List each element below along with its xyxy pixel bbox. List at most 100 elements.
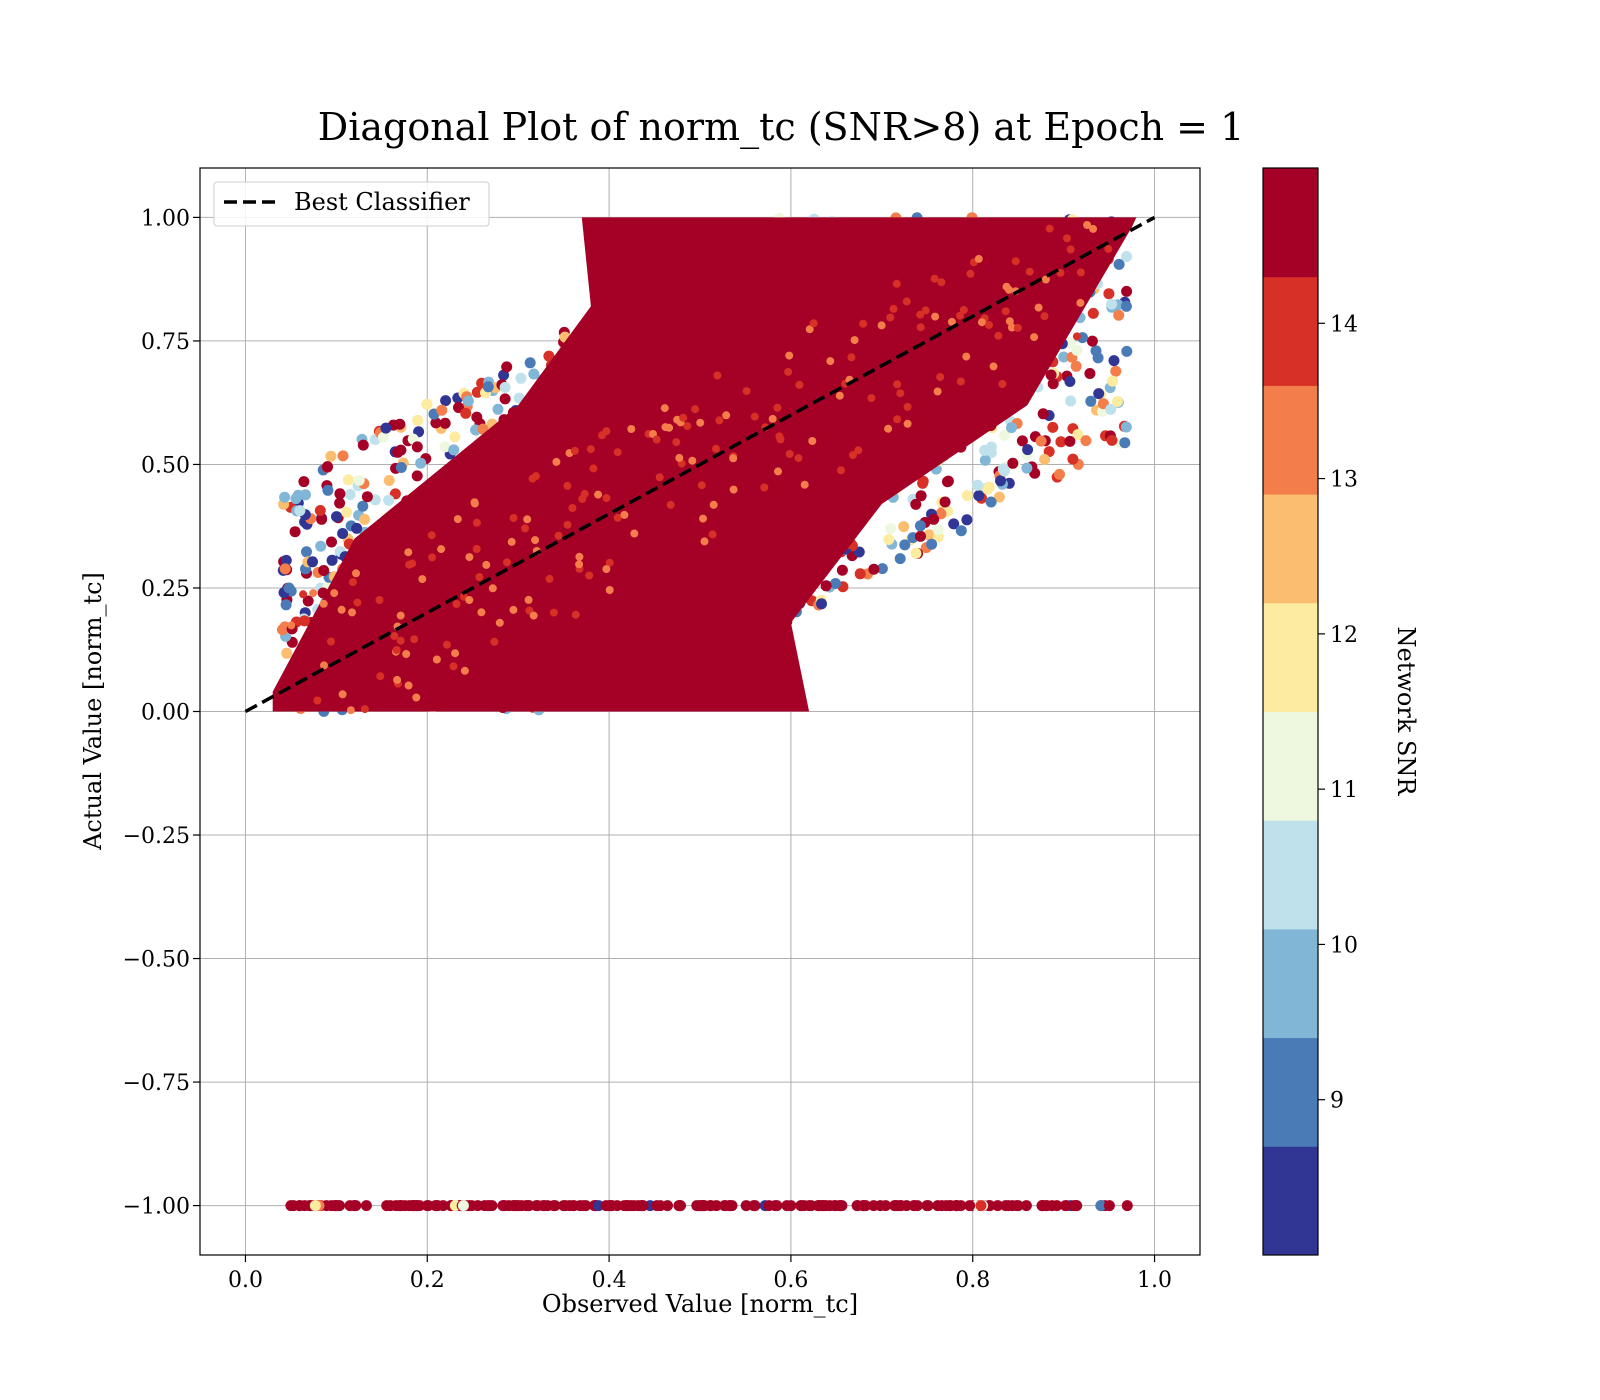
scatter-point-dense bbox=[412, 414, 424, 426]
scatter-point-dense bbox=[465, 553, 474, 562]
scatter-point-dense bbox=[1067, 453, 1079, 465]
scatter-point-dense bbox=[350, 1200, 362, 1212]
scatter-point-dense bbox=[563, 520, 572, 529]
scatter-point-dense bbox=[411, 470, 423, 482]
reference-line-layer bbox=[244, 215, 1156, 714]
scatter-point-dense bbox=[313, 696, 322, 705]
scatter-point-dense bbox=[1007, 457, 1019, 469]
scatter-point-dense bbox=[532, 1200, 544, 1212]
scatter-point-dense bbox=[390, 632, 399, 640]
scatter-point-dense bbox=[794, 454, 803, 463]
colorbar-ticks: 9 10 11 12 13 14 bbox=[1318, 312, 1358, 1114]
scatter-point-dense bbox=[1089, 224, 1098, 233]
scatter-point-dense bbox=[903, 419, 912, 428]
scatter-point-dense bbox=[1054, 468, 1065, 480]
scatter-point-dense bbox=[712, 444, 720, 453]
scatter-point-dense bbox=[857, 1200, 869, 1212]
x-tick-label: 0.2 bbox=[410, 1268, 445, 1293]
scatter-point-dense bbox=[575, 560, 584, 569]
scatter-point-dense bbox=[521, 524, 529, 533]
scatter-point-dense bbox=[531, 536, 540, 545]
scatter-point-dense bbox=[348, 608, 356, 617]
scatter-point-dense bbox=[899, 539, 911, 551]
scatter-point-dense bbox=[294, 1200, 306, 1212]
scatter-point-dense bbox=[319, 599, 328, 608]
scatter-point-dense bbox=[563, 481, 572, 490]
scatter-point-dense bbox=[528, 368, 540, 380]
y-tick-label: 0.50 bbox=[141, 453, 190, 478]
colorbar-tick-label: 13 bbox=[1330, 468, 1358, 493]
scatter-point-dense bbox=[880, 1200, 892, 1212]
x-tick-label: 1.0 bbox=[1137, 1268, 1172, 1293]
scatter-point-dense bbox=[784, 367, 793, 376]
scatter-point-dense bbox=[342, 474, 354, 486]
scatter-point-dense bbox=[885, 523, 897, 535]
scatter-point-dense bbox=[1072, 429, 1084, 441]
scatter-point-dense bbox=[437, 545, 446, 554]
scatter-point-dense bbox=[621, 1200, 633, 1212]
scatter-point-dense bbox=[902, 297, 911, 306]
scatter-point-dense bbox=[281, 647, 293, 659]
scatter-point-dense bbox=[893, 380, 902, 389]
scatter-point-dense bbox=[1035, 435, 1047, 447]
scatter-point-dense bbox=[998, 380, 1007, 388]
scatter-point-dense bbox=[854, 446, 863, 455]
scatter-point-dense bbox=[1047, 378, 1059, 390]
scatter-point-dense bbox=[470, 499, 479, 508]
scatter-point-dense bbox=[570, 446, 579, 455]
scatter-point-dense bbox=[309, 589, 318, 598]
scatter-point-dense bbox=[439, 441, 451, 453]
scatter-point-dense bbox=[1076, 298, 1085, 307]
scatter-point-dense bbox=[509, 514, 518, 522]
scatter-point-dense bbox=[602, 494, 611, 502]
scatter-point-dense bbox=[497, 1200, 509, 1212]
scatter-point-dense bbox=[964, 1200, 976, 1212]
scatter-point-dense bbox=[528, 474, 537, 483]
scatter-point-dense bbox=[936, 373, 945, 381]
scatter-point-dense bbox=[850, 336, 859, 345]
scatter-point-dense bbox=[602, 427, 611, 436]
scatter-point-dense bbox=[280, 554, 292, 566]
scatter-point-dense bbox=[1029, 467, 1041, 479]
scatter-point-dense bbox=[979, 444, 991, 456]
scatter-point-dense bbox=[771, 1200, 783, 1212]
scatter-point-dense bbox=[334, 497, 346, 509]
scatter-point-dense bbox=[835, 391, 844, 400]
scatter-point-dense bbox=[1121, 251, 1133, 262]
scatter-point-dense bbox=[307, 556, 318, 568]
scatter-point-dense bbox=[910, 547, 922, 559]
scatter-point-dense bbox=[1030, 333, 1039, 342]
scatter-point-dense bbox=[465, 596, 474, 604]
dense-point-band bbox=[272, 217, 1137, 712]
scatter-point-dense bbox=[1071, 344, 1083, 356]
scatter-point-dense bbox=[380, 422, 392, 434]
scatter-point-dense bbox=[449, 662, 458, 671]
scatter-point-dense bbox=[1034, 303, 1043, 312]
scatter-point-dense bbox=[979, 454, 991, 466]
scatter-point-dense bbox=[1055, 436, 1067, 448]
scatter-point-dense bbox=[1083, 221, 1092, 229]
y-tick-label: 0.75 bbox=[141, 330, 190, 355]
scatter-point-dense bbox=[384, 1200, 396, 1212]
scatter-point-dense bbox=[1085, 395, 1097, 407]
scatter-point-dense bbox=[427, 531, 436, 540]
scatter-point-dense bbox=[495, 618, 504, 627]
scatter-point-dense bbox=[383, 494, 395, 506]
scatter-point-dense bbox=[472, 545, 481, 553]
scatter-point-dense bbox=[665, 423, 674, 432]
scatter-point-dense bbox=[1068, 1200, 1080, 1212]
scatter-point-dense bbox=[914, 520, 926, 532]
scatter-point-dense bbox=[337, 528, 349, 539]
scatter-point-dense bbox=[524, 595, 533, 604]
scatter-point-dense bbox=[709, 500, 718, 509]
scatter-point-dense bbox=[620, 510, 629, 519]
scatter-point-dense bbox=[326, 554, 338, 566]
scatter-point-dense bbox=[974, 254, 983, 263]
scatter-point-dense bbox=[552, 457, 561, 466]
scatter-point-dense bbox=[574, 1200, 586, 1212]
scatter-point-dense bbox=[995, 475, 1006, 487]
scatter-point-dense bbox=[360, 705, 369, 714]
scatter-point-dense bbox=[472, 1200, 484, 1212]
legend-label-best-classifier: Best Classifier bbox=[294, 188, 470, 216]
